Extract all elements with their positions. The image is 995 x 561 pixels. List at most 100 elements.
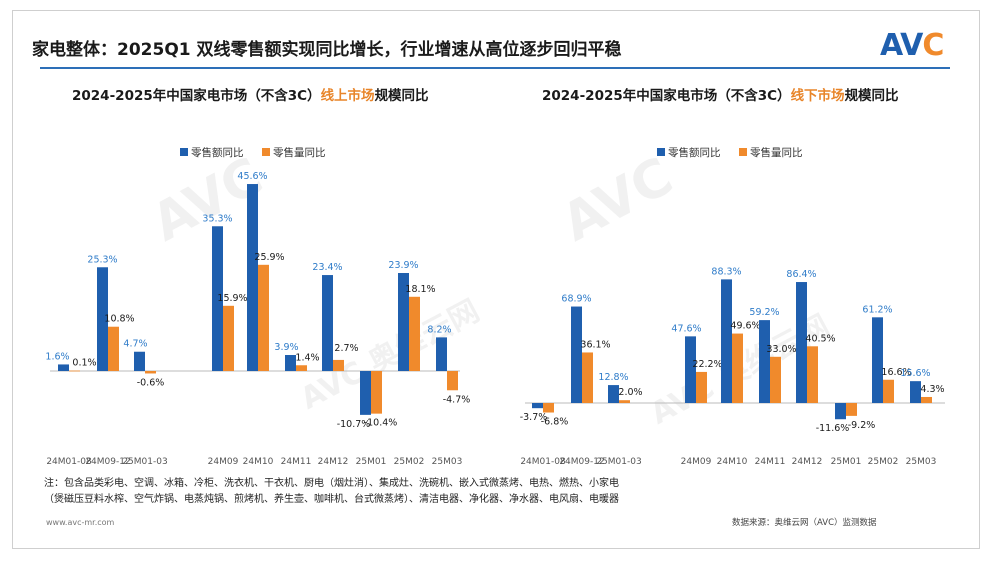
volume-label-3: 15.9%	[217, 293, 247, 304]
value-label-4: 45.6%	[237, 171, 267, 182]
page-title: 家电整体：2025Q1 双线零售额实现同比增长，行业增速从高位逐步回归平稳	[32, 40, 622, 60]
volume-label-0: 0.1%	[72, 358, 96, 369]
right-chart-title-highlight: 线下市场	[790, 88, 845, 104]
value-label-6: 86.4%	[786, 269, 816, 280]
value-label-4: 88.3%	[711, 266, 741, 277]
volume-label-3: 22.2%	[692, 359, 722, 370]
value-bar-5	[285, 355, 296, 371]
volume-label-4: 25.9%	[254, 252, 284, 263]
value-label-7: -10.7%	[337, 419, 371, 430]
value-bar-3	[212, 226, 223, 371]
value-bar-4	[721, 279, 732, 403]
volume-bar-7	[846, 403, 857, 416]
value-label-5: 59.2%	[749, 307, 779, 318]
volume-bar-2	[145, 371, 156, 374]
logo-main: AV	[880, 28, 923, 63]
value-label-6: 23.4%	[312, 262, 342, 273]
category-label-4: 24M10	[243, 457, 274, 467]
volume-bar-6	[333, 359, 344, 371]
category-label-9: 25M03	[432, 457, 463, 467]
volume-label-5: 33.0%	[766, 344, 796, 355]
legend: 零售额同比 零售量同比	[657, 146, 803, 159]
category-label-6: 24M12	[318, 457, 349, 467]
title-divider	[40, 67, 950, 69]
category-label-8: 25M02	[394, 457, 425, 467]
left-bar-chart: 零售额同比 零售量同比 1.6%0.1% 24M01-08 25.3% 10.8% 24M0…	[45, 146, 471, 467]
value-bar-8	[398, 273, 409, 371]
value-label-2: 12.8%	[598, 372, 628, 383]
value-label-5: 3.9%	[274, 342, 298, 353]
volume-label-6: 40.5%	[805, 333, 835, 344]
volume-label-1: 36.1%	[580, 339, 610, 350]
value-label-3: 47.6%	[671, 323, 701, 334]
category-label-3: 24M09	[681, 457, 712, 467]
category-label-9: 25M03	[906, 457, 937, 467]
volume-bar-0	[69, 370, 80, 372]
legend-label-value: 零售额同比	[191, 146, 244, 159]
value-bar-7	[360, 371, 371, 415]
volume-label-6: 2.7%	[334, 343, 358, 354]
volume-bar-8	[409, 296, 420, 371]
volume-label-9: -4.7%	[443, 394, 471, 405]
value-bar-2	[608, 385, 619, 403]
volume-bar-1	[582, 352, 593, 403]
legend-label-volume: 零售量同比	[273, 146, 326, 159]
left-chart-title-highlight: 线上市场	[320, 88, 375, 104]
volume-bar-8	[883, 379, 894, 403]
value-bar-1	[571, 306, 582, 403]
volume-label-8: 18.1%	[405, 284, 435, 295]
value-bar-6	[322, 275, 333, 371]
volume-label-8: 16.6%	[881, 367, 911, 378]
left-chart-title: 2024-2025年中国家电市场（不含3C）线上市场规模同比	[72, 84, 429, 104]
volume-bar-1	[108, 326, 119, 371]
volume-bar-2	[619, 400, 630, 403]
volume-label-5: 1.4%	[295, 352, 319, 363]
value-bar-4	[247, 184, 258, 371]
value-bar-9	[910, 381, 921, 403]
right-chart-title-suffix: 规模同比	[844, 88, 899, 104]
footnote-line-1: 注：包含品类彩电、空调、冰箱、冷柜、洗衣机、干衣机、厨电（烟灶消）、集成灶、洗碗…	[44, 478, 619, 489]
legend-swatch-value	[180, 148, 188, 156]
category-label-5: 24M11	[281, 457, 312, 467]
legend-swatch-volume	[262, 148, 270, 156]
category-label-8: 25M02	[868, 457, 899, 467]
value-label-8: 23.9%	[388, 260, 418, 271]
value-bar-7	[835, 403, 846, 420]
logo-accent: C	[922, 28, 944, 63]
data-source: 数据来源：奥维云网（AVC）监测数据	[732, 518, 877, 528]
category-label-3: 24M09	[208, 457, 239, 467]
category-label-1: 24M09-12	[559, 457, 604, 467]
volume-label-9: 4.3%	[920, 384, 944, 395]
value-label-9: 8.2%	[427, 324, 451, 335]
legend-swatch-volume	[739, 148, 747, 156]
volume-label-1: 10.8%	[104, 314, 134, 325]
value-bar-2	[134, 351, 145, 371]
category-label-0: 24M01-08	[520, 457, 566, 467]
right-bar-chart: 零售额同比 零售量同比 -3.7%-6.8% 24M01-08 68.9% 36.1% 24…	[520, 146, 945, 467]
category-label-1: 24M09-12	[85, 457, 130, 467]
volume-label-4: 49.6%	[730, 321, 760, 332]
volume-bar-6	[807, 346, 818, 403]
category-label-7: 25M01	[831, 457, 862, 467]
category-label-2: 25M01-03	[122, 457, 167, 467]
volume-bar-7	[371, 371, 382, 414]
value-bar-0	[532, 403, 543, 409]
value-bar-9	[436, 337, 447, 371]
volume-label-7: -9.2%	[848, 420, 876, 431]
volume-bar-9	[921, 396, 932, 403]
footnote-line-2: （煲磁压豆料水榨、空气炸锅、电蒸炖锅、煎烤机、养生壶、咖啡机、台式微蒸烤）、清洁…	[44, 494, 619, 505]
category-label-5: 24M11	[755, 457, 786, 467]
left-chart-title-main: 2024-2025年中国家电市场（不含3C）	[72, 88, 321, 104]
volume-label-7: -10.4%	[364, 418, 398, 429]
value-label-9: 15.6%	[900, 368, 930, 379]
volume-bar-9	[447, 371, 458, 391]
category-label-2: 25M01-03	[596, 457, 641, 467]
category-label-4: 24M10	[717, 457, 748, 467]
value-bar-6	[796, 282, 807, 403]
value-label-0: -3.7%	[520, 412, 548, 423]
legend: 零售额同比 零售量同比	[180, 146, 326, 159]
category-label-0: 24M01-08	[46, 457, 92, 467]
value-label-7: -11.6%	[816, 423, 850, 434]
volume-label-2: 2.0%	[618, 387, 642, 398]
value-bar-8	[872, 317, 883, 403]
